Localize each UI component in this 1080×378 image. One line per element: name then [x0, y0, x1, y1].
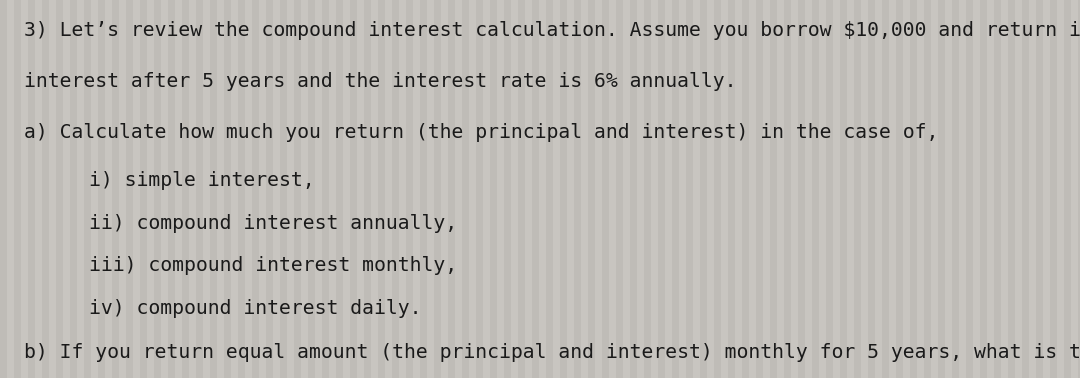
Bar [518, 0, 525, 378]
Bar [532, 0, 539, 378]
Bar [826, 0, 833, 378]
Bar [700, 0, 707, 378]
Bar [644, 0, 651, 378]
Bar [238, 0, 245, 378]
Text: interest after 5 years and the interest rate is 6% annually.: interest after 5 years and the interest … [24, 72, 737, 91]
Bar [939, 0, 945, 378]
Bar [714, 0, 721, 378]
Bar [1022, 0, 1029, 378]
Bar [882, 0, 889, 378]
Bar [322, 0, 329, 378]
Bar [1050, 0, 1057, 378]
Bar [266, 0, 273, 378]
Bar [602, 0, 609, 378]
Text: iii) compound interest monthly,: iii) compound interest monthly, [89, 256, 457, 275]
Bar [112, 0, 119, 378]
Bar [294, 0, 301, 378]
Bar [210, 0, 217, 378]
Bar [630, 0, 637, 378]
Bar [14, 0, 21, 378]
Bar [658, 0, 665, 378]
Bar [868, 0, 875, 378]
Text: ii) compound interest annually,: ii) compound interest annually, [89, 214, 457, 232]
Bar [434, 0, 441, 378]
Bar [84, 0, 91, 378]
Bar [364, 0, 372, 378]
Text: 3) Let’s review the compound interest calculation. Assume you borrow $10,000 and: 3) Let’s review the compound interest ca… [24, 21, 1080, 40]
Bar [728, 0, 735, 378]
Bar [784, 0, 791, 378]
Bar [910, 0, 917, 378]
Bar [504, 0, 511, 378]
Bar [798, 0, 805, 378]
Bar [448, 0, 455, 378]
Text: i) simple interest,: i) simple interest, [89, 171, 314, 190]
Bar [462, 0, 469, 378]
Bar [378, 0, 384, 378]
Bar [1064, 0, 1071, 378]
Bar [490, 0, 497, 378]
Bar [28, 0, 35, 378]
Bar [980, 0, 987, 378]
Bar [195, 0, 203, 378]
Bar [420, 0, 427, 378]
Bar [126, 0, 133, 378]
Text: b) If you return equal amount (the principal and interest) monthly for 5 years, : b) If you return equal amount (the princ… [24, 343, 1080, 362]
Bar [70, 0, 77, 378]
Bar [406, 0, 413, 378]
Bar [476, 0, 483, 378]
Bar [840, 0, 847, 378]
Bar [350, 0, 357, 378]
Bar [742, 0, 750, 378]
Bar [56, 0, 63, 378]
Bar [588, 0, 595, 378]
Bar [183, 0, 189, 378]
Bar [994, 0, 1001, 378]
Bar [966, 0, 973, 378]
Bar [42, 0, 49, 378]
Bar [1036, 0, 1043, 378]
Bar [0, 0, 6, 378]
Bar [756, 0, 762, 378]
Bar [616, 0, 623, 378]
Bar [1008, 0, 1015, 378]
Bar [280, 0, 287, 378]
Bar [924, 0, 931, 378]
Bar [98, 0, 105, 378]
Bar [561, 0, 567, 378]
Bar [308, 0, 315, 378]
Bar [573, 0, 581, 378]
Text: a) Calculate how much you return (the principal and interest) in the case of,: a) Calculate how much you return (the pr… [24, 123, 939, 142]
Bar [140, 0, 147, 378]
Bar [224, 0, 231, 378]
Bar [392, 0, 399, 378]
Bar [336, 0, 343, 378]
Bar [896, 0, 903, 378]
Bar [854, 0, 861, 378]
Bar [154, 0, 161, 378]
Bar [672, 0, 679, 378]
Bar [686, 0, 693, 378]
Bar [812, 0, 819, 378]
Bar [770, 0, 777, 378]
Bar [168, 0, 175, 378]
Bar [1078, 0, 1080, 378]
Bar [951, 0, 959, 378]
Text: iv) compound interest daily.: iv) compound interest daily. [89, 299, 421, 318]
Bar [252, 0, 259, 378]
Bar [546, 0, 553, 378]
